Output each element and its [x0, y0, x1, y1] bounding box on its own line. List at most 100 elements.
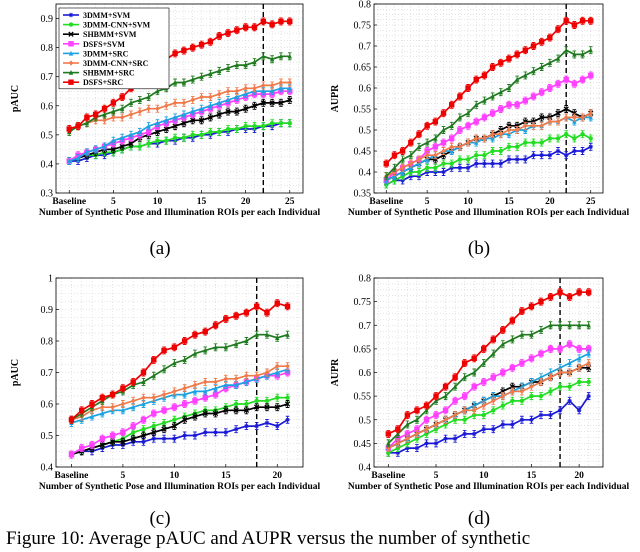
data-point [128, 100, 134, 106]
series-shbmm-src [384, 46, 593, 181]
data-point [287, 85, 292, 91]
data-point [433, 393, 439, 399]
data-point [203, 430, 208, 435]
data-point [93, 146, 98, 152]
y-tick-label: 0.9 [41, 305, 54, 316]
series-line [71, 419, 289, 456]
data-point [264, 332, 270, 337]
data-point [523, 72, 528, 78]
data-point [457, 144, 463, 150]
data-point [99, 442, 105, 448]
data-point [557, 322, 563, 328]
series-3dmm-cnn-src [386, 359, 591, 453]
data-point [391, 152, 398, 158]
x-tick-label: 5 [111, 197, 116, 207]
data-point [579, 76, 586, 83]
series-line [71, 403, 288, 456]
chart-panel-a: 0.3 0.4 0.5 0.6 0.7 0.8 0.9 Baseline 5 10 15 20 25Nu… [10, 3, 320, 218]
y-tick-label: 0.65 [354, 63, 372, 74]
data-point [399, 148, 406, 154]
data-point [243, 309, 250, 316]
data-point [509, 317, 516, 324]
data-point [264, 369, 270, 376]
data-point [274, 404, 280, 410]
data-point [452, 398, 458, 404]
data-point [161, 391, 167, 398]
data-point [181, 401, 188, 407]
data-point [212, 391, 219, 398]
data-point [576, 346, 582, 352]
data-point [223, 376, 229, 382]
data-point [243, 91, 248, 97]
data-point [510, 398, 515, 404]
data-point [531, 140, 536, 145]
x-tick-label: Baseline [52, 197, 86, 207]
data-point [251, 103, 258, 109]
data-point [529, 383, 534, 390]
y-tick-label: 0.5 [41, 130, 54, 141]
data-point [500, 422, 506, 427]
data-point [506, 123, 512, 129]
data-point [207, 114, 214, 121]
data-point [225, 108, 231, 115]
data-point [284, 401, 291, 407]
data-point [172, 135, 178, 140]
x-tick-label: 5 [425, 197, 430, 207]
data-point [579, 18, 586, 24]
data-point [586, 350, 591, 356]
data-point [563, 132, 569, 137]
data-point [442, 407, 449, 414]
data-point [514, 127, 520, 133]
data-point [481, 360, 486, 366]
data-point [441, 127, 446, 133]
data-point [489, 110, 496, 116]
data-point [111, 108, 116, 114]
data-point [547, 153, 553, 158]
data-point [181, 338, 188, 344]
data-point [234, 94, 240, 100]
axes-box [373, 3, 604, 194]
data-point [151, 410, 157, 417]
data-point [539, 64, 544, 70]
data-point [433, 421, 439, 428]
data-point [457, 114, 463, 120]
x-tick-label: Baseline [369, 197, 403, 207]
data-point [244, 423, 249, 429]
data-point [423, 402, 430, 409]
data-point [443, 393, 448, 399]
data-point [548, 389, 553, 394]
data-point [161, 347, 167, 354]
data-point [522, 118, 528, 125]
data-point [539, 114, 545, 121]
data-point [548, 374, 553, 380]
data-point [202, 410, 208, 417]
data-point [433, 135, 438, 141]
data-point [572, 148, 577, 154]
data-point [151, 436, 156, 441]
data-point [225, 97, 231, 103]
data-point [275, 395, 280, 400]
data-point [171, 344, 178, 351]
data-point [585, 289, 592, 295]
data-point [571, 22, 578, 28]
data-point [155, 120, 160, 126]
data-point [519, 308, 525, 314]
data-point [172, 100, 178, 106]
y-tick-label: 0.5 [359, 126, 372, 137]
data-point [538, 327, 544, 333]
data-point [285, 332, 290, 337]
legend-entry-label: 3DMM-CNN+SVM [83, 21, 151, 30]
data-point [278, 121, 284, 126]
y-tick-label: 0.55 [354, 392, 372, 403]
data-point [233, 313, 239, 319]
data-point [481, 412, 486, 418]
data-point [405, 435, 410, 442]
data-point [522, 97, 529, 104]
data-point [192, 413, 198, 420]
data-point [110, 100, 117, 106]
data-point [433, 412, 439, 418]
series-line [71, 368, 288, 424]
data-point [254, 372, 259, 379]
data-point [408, 152, 414, 158]
data-point [567, 360, 572, 366]
